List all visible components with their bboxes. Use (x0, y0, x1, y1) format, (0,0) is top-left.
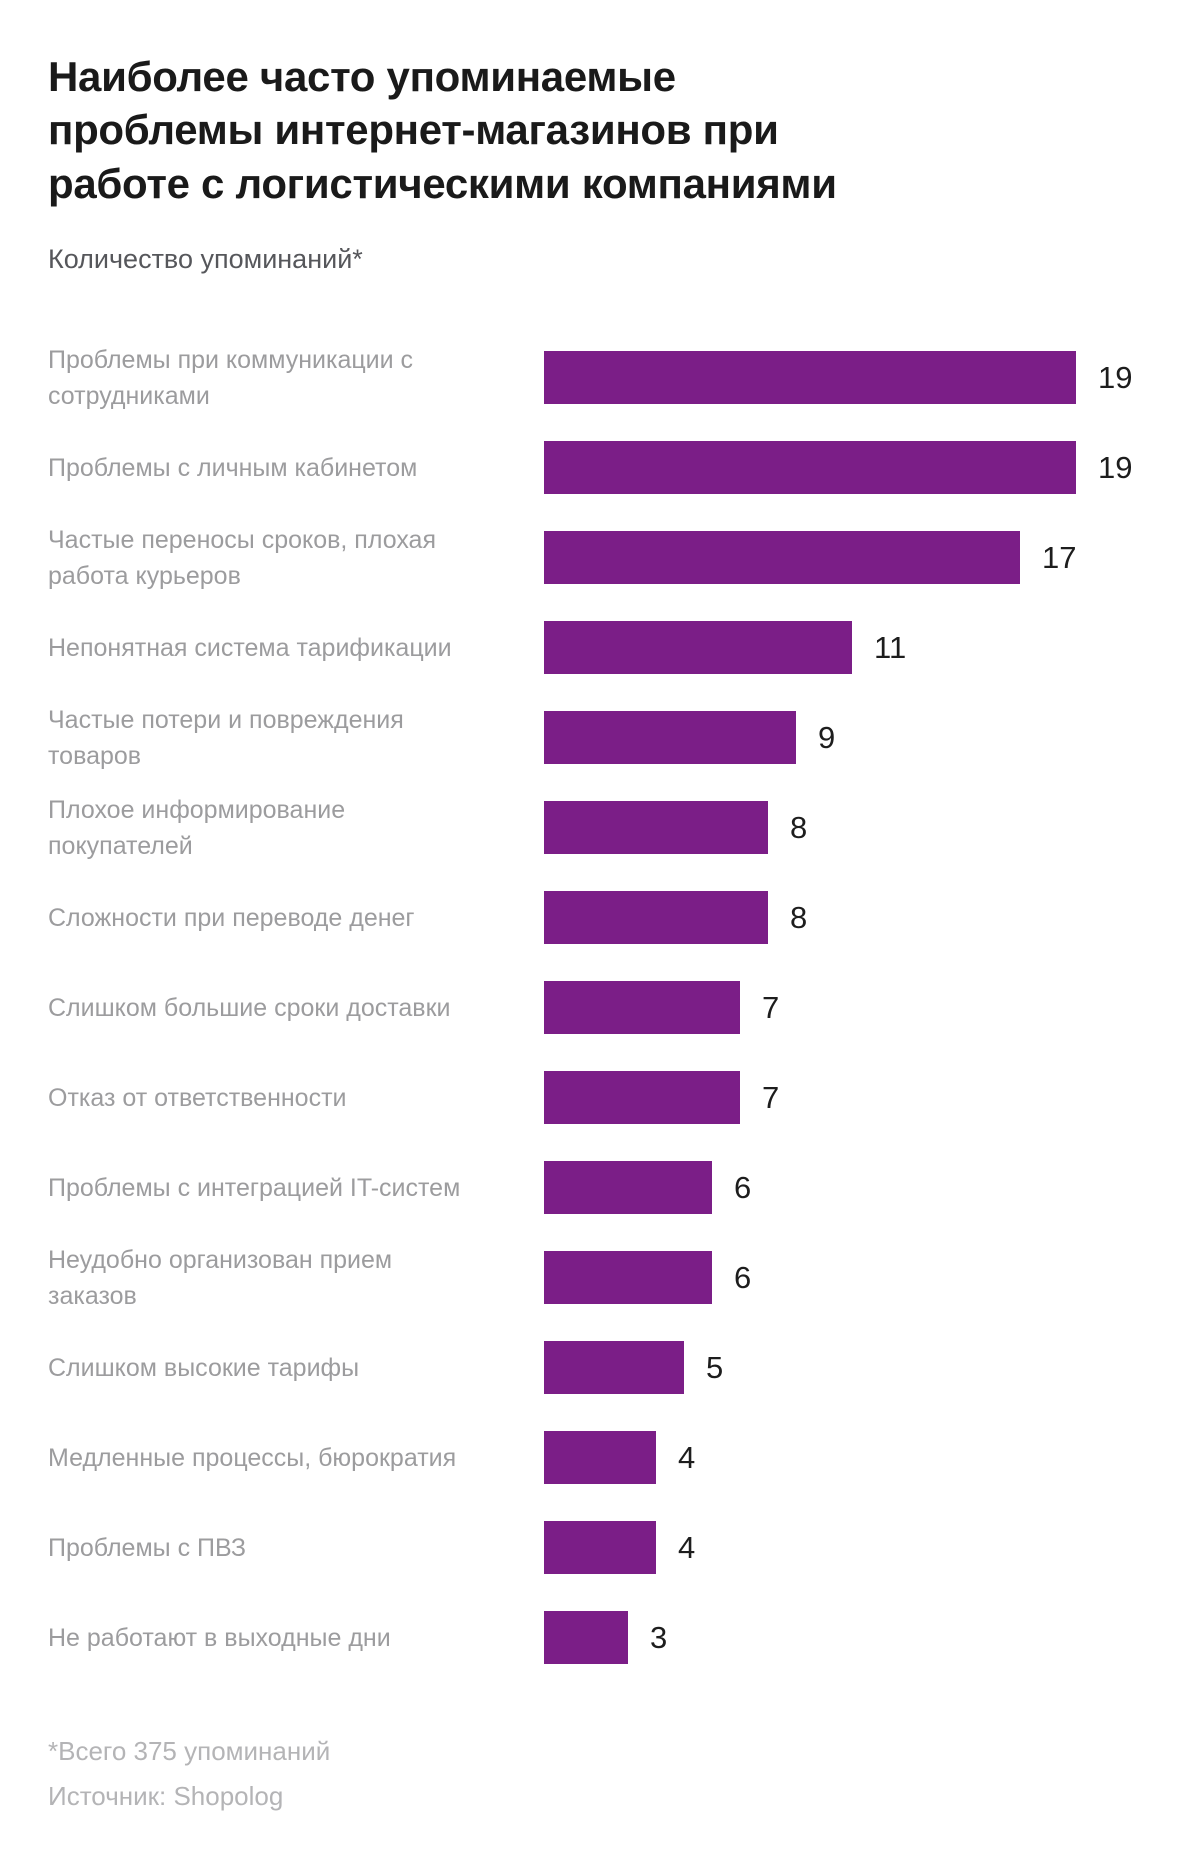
category-label: Слишком высокие тарифы (48, 1353, 360, 1382)
bar-area: 6 (544, 1251, 1200, 1305)
bar-area: 6 (544, 1161, 1200, 1215)
bar-area: 4 (544, 1431, 1200, 1485)
footnote: *Всего 375 упоминаний (48, 1735, 331, 1766)
value-label: 8 (790, 899, 808, 935)
bar (544, 981, 740, 1035)
chart-row: Слишком большие сроки доставки 7 (0, 963, 1200, 1053)
category-label: Сложности при переводе денег (48, 903, 415, 932)
value-label: 6 (734, 1259, 752, 1295)
category-label: Слишком большие сроки доставки (48, 993, 451, 1022)
category-label: Проблемы при коммуникации с сотрудниками (48, 345, 414, 410)
chart-row: Плохое информирование покупателей 8 (0, 783, 1200, 873)
chart-row: Проблемы с личным кабинетом 19 (0, 423, 1200, 513)
bar-area: 19 (544, 441, 1200, 495)
chart-row: Не работают в выходные дни 3 (0, 1593, 1200, 1683)
category-label: Непонятная система тарификации (48, 633, 452, 662)
chart-row: Проблемы при коммуникации с сотрудниками… (0, 333, 1200, 423)
bar (544, 1521, 656, 1575)
category-label: Неудобно организован прием заказов (48, 1245, 393, 1310)
chart-row: Сложности при переводе денег 8 (0, 873, 1200, 963)
chart-title: Наиболее часто упоминаемые проблемы инте… (48, 53, 837, 207)
value-label: 17 (1042, 539, 1077, 575)
value-label: 8 (790, 809, 808, 845)
bar-area: 11 (544, 621, 1200, 675)
bar (544, 1161, 712, 1215)
value-label: 19 (1098, 359, 1133, 395)
chart-row: Отказ от ответственности 7 (0, 1053, 1200, 1143)
bar (544, 801, 768, 855)
chart-header: Наиболее часто упоминаемые проблемы инте… (0, 0, 1200, 275)
chart-row: Проблемы с интеграцией IT-систем 6 (0, 1143, 1200, 1233)
category-label: Плохое информирование покупателей (48, 795, 346, 860)
bar-area: 9 (544, 711, 1200, 765)
bar-chart: Проблемы при коммуникации с сотрудниками… (0, 333, 1200, 1683)
bar-area: 4 (544, 1521, 1200, 1575)
value-label: 19 (1098, 449, 1133, 485)
chart-row: Частые потери и повреждения товаров 9 (0, 693, 1200, 783)
bar-area: 19 (544, 351, 1200, 405)
bar (544, 441, 1076, 495)
value-label: 9 (818, 719, 836, 755)
value-label: 3 (650, 1619, 668, 1655)
chart-row: Частые переносы сроков, плохая работа ку… (0, 513, 1200, 603)
chart-row: Неудобно организован прием заказов 6 (0, 1233, 1200, 1323)
value-label: 11 (874, 629, 907, 665)
bar-area: 7 (544, 1071, 1200, 1125)
bar (544, 621, 852, 675)
bar-area: 3 (544, 1611, 1200, 1665)
bar-area: 8 (544, 801, 1200, 855)
value-label: 7 (762, 1079, 780, 1115)
bar (544, 711, 796, 765)
bar (544, 1341, 684, 1395)
bar (544, 1611, 628, 1665)
bar (544, 891, 768, 945)
category-label: Проблемы с интеграцией IT-систем (48, 1173, 461, 1202)
category-label: Не работают в выходные дни (48, 1623, 391, 1652)
category-label: Частые переносы сроков, плохая работа ку… (48, 525, 437, 590)
value-label: 6 (734, 1169, 752, 1205)
bar (544, 531, 1020, 585)
chart-subtitle: Количество упоминаний* (48, 243, 363, 274)
bar-area: 17 (544, 531, 1200, 585)
chart-row: Слишком высокие тарифы 5 (0, 1323, 1200, 1413)
value-label: 5 (706, 1349, 724, 1385)
source-label: Источник: Shopolog (48, 1780, 284, 1811)
chart-footer: *Всего 375 упоминаний Источник: Shopolog (48, 1729, 1200, 1818)
chart-row: Непонятная система тарификации 11 (0, 603, 1200, 693)
bar (544, 351, 1076, 405)
bar (544, 1431, 656, 1485)
value-label: 7 (762, 989, 780, 1025)
value-label: 4 (678, 1439, 696, 1475)
bar (544, 1251, 712, 1305)
bar-area: 7 (544, 981, 1200, 1035)
category-label: Частые потери и повреждения товаров (48, 705, 404, 770)
category-label: Медленные процессы, бюрократия (48, 1443, 457, 1472)
category-label: Отказ от ответственности (48, 1083, 347, 1112)
category-label: Проблемы с личным кабинетом (48, 453, 418, 482)
value-label: 4 (678, 1529, 696, 1565)
chart-row: Медленные процессы, бюрократия 4 (0, 1413, 1200, 1503)
bar (544, 1071, 740, 1125)
chart-row: Проблемы с ПВЗ 4 (0, 1503, 1200, 1593)
bar-area: 5 (544, 1341, 1200, 1395)
bar-area: 8 (544, 891, 1200, 945)
category-label: Проблемы с ПВЗ (48, 1533, 246, 1562)
